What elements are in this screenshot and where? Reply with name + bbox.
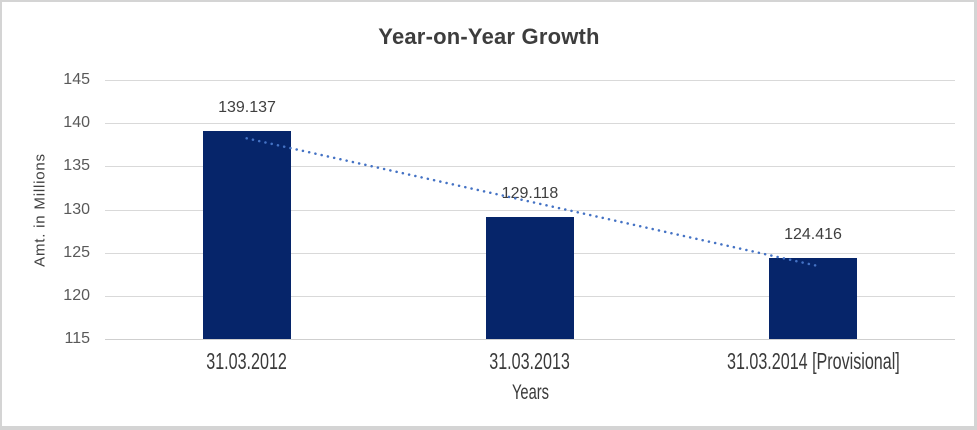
x-axis-line	[105, 339, 955, 340]
data-label: 129.118	[501, 185, 559, 202]
data-label: 139.137	[218, 99, 276, 116]
gridline	[105, 123, 955, 124]
x-tick-label-text: 31.03.2014 [Provisional]	[726, 348, 900, 374]
x-tick-label: 31.03.2014 [Provisional]	[663, 350, 963, 373]
y-tick-label: 125	[63, 244, 90, 261]
gridline	[105, 80, 955, 81]
x-tick-label-text: 31.03.2013	[489, 348, 571, 374]
x-tick-label: 31.03.2012	[97, 350, 397, 373]
bar-31.03.2013[interactable]	[486, 217, 574, 339]
bar-31.03.2014 [Provisional][interactable]	[769, 258, 857, 339]
y-tick-label: 115	[64, 330, 90, 347]
x-tick-label: 31.03.2013	[380, 350, 680, 373]
y-tick-label: 135	[63, 157, 90, 174]
y-tick-label: 145	[63, 71, 90, 88]
y-tick-label: 140	[63, 114, 90, 131]
y-tick-label: 120	[63, 287, 90, 304]
y-tick-label: 130	[63, 201, 90, 218]
x-axis-title: Years	[105, 382, 955, 403]
x-axis-title-text: Years	[511, 381, 549, 404]
data-label: 124.416	[784, 226, 842, 243]
bar-31.03.2012[interactable]	[203, 131, 291, 339]
chart-title: Year-on-Year Growth	[378, 24, 600, 49]
x-tick-label-text: 31.03.2012	[206, 348, 288, 374]
